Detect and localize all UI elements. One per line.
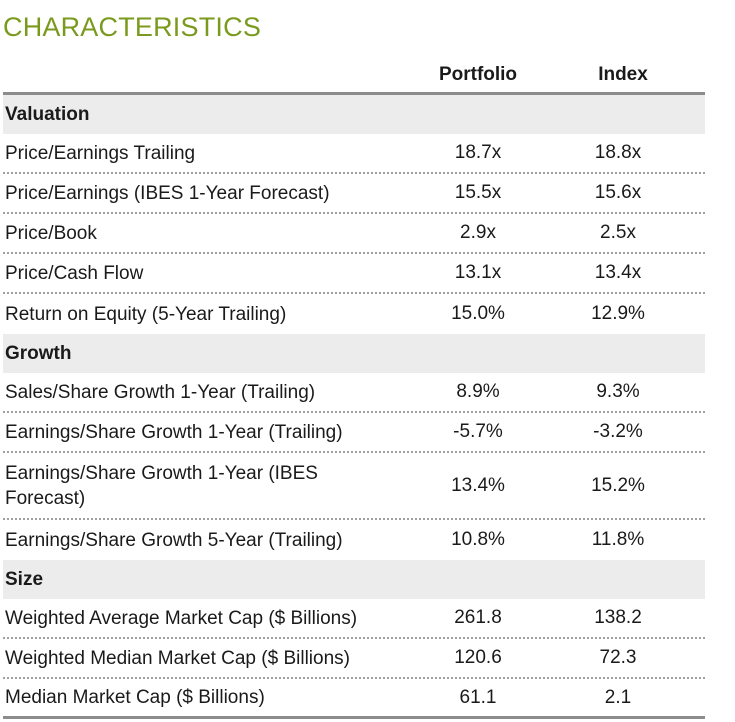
index-value: 2.5x bbox=[600, 222, 636, 243]
table-row: Weighted Median Market Cap ($ Billions) … bbox=[3, 639, 705, 679]
section-header-valuation: Valuation bbox=[3, 95, 705, 134]
table-row: Return on Equity (5-Year Trailing) 15.0%… bbox=[3, 294, 705, 334]
section-header-size: Size bbox=[3, 560, 705, 599]
portfolio-value: 18.7x bbox=[454, 142, 502, 163]
index-value: 9.3% bbox=[596, 381, 640, 402]
index-value: 2.1 bbox=[604, 686, 632, 708]
portfolio-value: 15.0% bbox=[451, 303, 505, 324]
table-row: Price/Earnings Trailing 18.7x 18.8x bbox=[3, 134, 705, 174]
index-value: 13.4x bbox=[594, 262, 642, 283]
column-header-index: Index bbox=[598, 64, 648, 85]
table-row: Earnings/Share Growth 1-Year (IBES Forec… bbox=[3, 453, 705, 520]
index-value: 12.9% bbox=[591, 303, 645, 324]
row-label: Earnings/Share Growth 5-Year (Trailing) bbox=[5, 529, 343, 551]
portfolio-value: 120.6 bbox=[454, 647, 502, 668]
table-row: Price/Earnings (IBES 1-Year Forecast) 15… bbox=[3, 174, 705, 214]
portfolio-value: 8.9% bbox=[456, 381, 500, 402]
row-label: Price/Earnings (IBES 1-Year Forecast) bbox=[5, 182, 330, 204]
index-value: 138.2 bbox=[594, 607, 642, 628]
row-label: Sales/Share Growth 1-Year (Trailing) bbox=[5, 381, 316, 403]
row-label: Weighted Average Market Cap ($ Billions) bbox=[5, 607, 358, 629]
row-label: Earnings/Share Growth 1-Year (Trailing) bbox=[5, 421, 343, 443]
column-header-portfolio: Portfolio bbox=[438, 64, 518, 85]
table-row: Price/Cash Flow 13.1x 13.4x bbox=[3, 254, 705, 294]
row-label: Return on Equity (5-Year Trailing) bbox=[5, 303, 287, 325]
index-value: 11.8% bbox=[591, 529, 645, 550]
row-label: Price/Book bbox=[5, 222, 97, 244]
index-value: -3.2% bbox=[593, 421, 643, 442]
table-header: Portfolio Index bbox=[3, 58, 705, 95]
row-label: Weighted Median Market Cap ($ Billions) bbox=[5, 647, 350, 669]
row-label: Price/Earnings Trailing bbox=[5, 142, 196, 164]
characteristics-table: Portfolio Index Valuation Price/Earnings… bbox=[3, 58, 705, 719]
portfolio-value: 13.1x bbox=[454, 262, 502, 283]
table-row: Median Market Cap ($ Billions) 61.1 2.1 bbox=[3, 679, 705, 719]
portfolio-value: 15.5x bbox=[454, 182, 502, 203]
table-row: Sales/Share Growth 1-Year (Trailing) 8.9… bbox=[3, 373, 705, 413]
portfolio-value: 2.9x bbox=[460, 222, 496, 243]
section-header-growth: Growth bbox=[3, 334, 705, 373]
table-row: Earnings/Share Growth 1-Year (Trailing) … bbox=[3, 413, 705, 453]
table-row: Earnings/Share Growth 5-Year (Trailing) … bbox=[3, 520, 705, 560]
index-value: 15.2% bbox=[591, 474, 645, 496]
portfolio-value: 261.8 bbox=[454, 607, 502, 628]
table-row: Price/Book 2.9x 2.5x bbox=[3, 214, 705, 254]
portfolio-value: 13.4% bbox=[451, 474, 505, 496]
row-label: Price/Cash Flow bbox=[5, 262, 144, 284]
index-value: 18.8x bbox=[594, 142, 642, 163]
index-value: 15.6x bbox=[594, 182, 642, 203]
row-label: Earnings/Share Growth 1-Year (IBES Forec… bbox=[5, 462, 318, 509]
index-value: 72.3 bbox=[599, 647, 637, 668]
portfolio-value: 61.1 bbox=[459, 686, 497, 708]
portfolio-value: 10.8% bbox=[451, 529, 505, 550]
row-label: Median Market Cap ($ Billions) bbox=[5, 687, 265, 708]
page-title: CHARACTERISTICS bbox=[3, 12, 262, 42]
table-row: Weighted Average Market Cap ($ Billions)… bbox=[3, 599, 705, 639]
portfolio-value: -5.7% bbox=[453, 421, 503, 442]
